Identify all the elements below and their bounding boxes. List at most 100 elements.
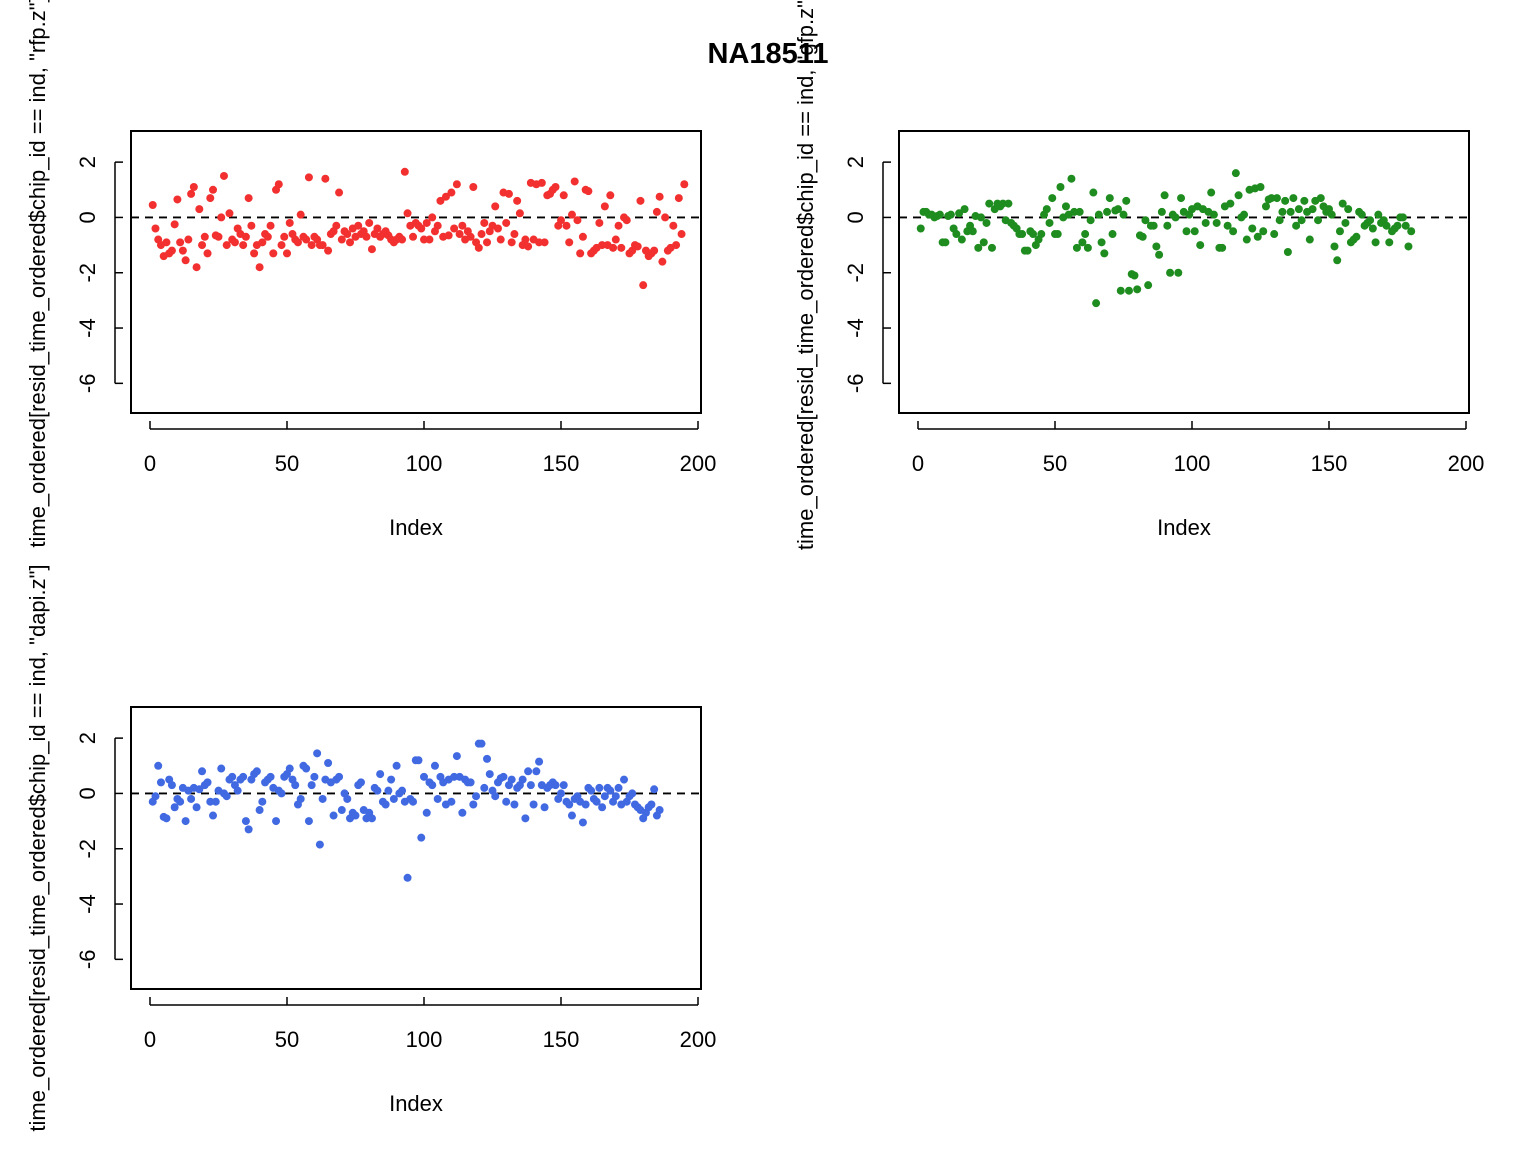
data-point: [504, 189, 513, 198]
data-point: [567, 811, 576, 820]
data-point: [535, 757, 544, 766]
data-point: [318, 794, 327, 803]
data-point: [1294, 205, 1303, 214]
data-point: [447, 188, 456, 197]
x-tick-label: 100: [406, 1027, 443, 1052]
data-point: [1083, 243, 1092, 252]
data-point: [1089, 188, 1098, 197]
data-point: [669, 221, 678, 230]
data-point: [181, 256, 190, 265]
data-point: [491, 792, 500, 801]
data-point: [1333, 256, 1342, 265]
data-point: [252, 767, 261, 776]
scatter-panels: 0 50 100 150 200Index-6-4-202time_ordered[re…: [25, 0, 1484, 1132]
data-point: [1316, 194, 1325, 203]
data-point: [559, 781, 568, 790]
data-point: [650, 246, 659, 255]
data-point: [285, 764, 294, 773]
data-point: [540, 238, 549, 247]
y-tick-label: 2: [75, 156, 100, 168]
data-point: [466, 778, 475, 787]
data-point: [307, 241, 316, 250]
data-point: [192, 803, 201, 812]
data-point: [1067, 174, 1076, 183]
data-point: [982, 218, 991, 227]
data-point: [562, 221, 571, 230]
y-tick-label: 0: [75, 787, 100, 799]
data-point: [241, 817, 250, 826]
data-point: [222, 792, 231, 801]
plot-frame: [898, 130, 1470, 414]
data-point: [1366, 216, 1375, 225]
data-point: [1171, 213, 1180, 222]
data-point: [151, 792, 160, 801]
data-point: [1368, 224, 1377, 233]
figure-title: NA18511: [708, 38, 829, 70]
data-point: [263, 232, 272, 241]
data-point: [573, 216, 582, 225]
data-point: [458, 221, 467, 230]
data-point: [387, 775, 396, 784]
data-point: [557, 789, 565, 798]
data-point: [1070, 207, 1079, 216]
y-tick-label: -4: [75, 894, 100, 914]
data-point: [677, 230, 686, 239]
data-point: [211, 797, 220, 806]
data-point: [521, 814, 530, 823]
data-point: [335, 772, 344, 781]
data-point: [1209, 210, 1218, 219]
x-tick-label: 0: [912, 451, 924, 476]
data-point: [515, 209, 524, 218]
data-point: [302, 764, 311, 773]
data-point: [1004, 199, 1013, 208]
data-point: [318, 241, 327, 250]
data-point: [1042, 205, 1051, 214]
data-point: [200, 232, 209, 241]
data-point: [639, 281, 648, 290]
data-point: [1259, 227, 1268, 236]
data-point: [587, 786, 596, 795]
data-point: [214, 232, 223, 241]
data-point: [343, 230, 352, 239]
data-point: [466, 232, 475, 241]
data-point: [1275, 216, 1284, 225]
data-point: [178, 246, 187, 255]
data-point: [452, 752, 461, 761]
data-point: [389, 794, 398, 803]
data-point: [1174, 268, 1183, 277]
data-point: [502, 218, 511, 227]
data-point: [283, 249, 291, 258]
data-point: [1374, 210, 1383, 219]
data-point: [1289, 194, 1298, 203]
data-point: [381, 800, 390, 809]
data-point: [337, 806, 346, 815]
data-point: [576, 249, 585, 258]
data-point: [1393, 221, 1402, 230]
y-tick-label: 2: [75, 732, 100, 744]
y-tick-label: -6: [843, 374, 868, 394]
data-point: [304, 173, 313, 182]
data-point: [324, 759, 333, 768]
data-point: [422, 808, 431, 817]
data-point: [1229, 227, 1238, 236]
x-tick-label: 200: [680, 1027, 717, 1052]
data-point: [351, 811, 360, 820]
data-point: [1092, 299, 1101, 308]
data-point: [655, 192, 664, 201]
data-point: [565, 800, 574, 809]
data-point: [203, 249, 212, 258]
data-point: [1037, 230, 1046, 239]
data-point: [1300, 196, 1309, 205]
y-axis-label: time_ordered[resid_time_ordered$chip_id …: [793, 0, 818, 550]
data-point: [272, 817, 281, 826]
data-point: [367, 245, 376, 254]
data-point: [296, 794, 305, 803]
y-tick-label: -6: [75, 950, 100, 970]
data-point: [195, 205, 204, 214]
x-tick-label: 50: [1043, 451, 1067, 476]
data-point: [491, 202, 500, 211]
data-point: [239, 772, 248, 781]
data-point: [661, 213, 670, 222]
data-point: [356, 778, 365, 787]
data-point: [332, 221, 341, 230]
